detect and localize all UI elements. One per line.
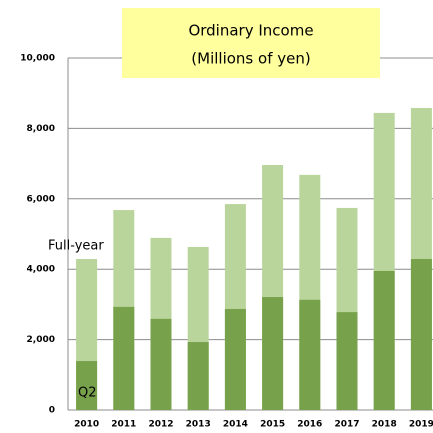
title-box	[122, 8, 380, 78]
x-tick-label: 2014	[223, 420, 248, 430]
bar	[336, 312, 358, 410]
bar	[262, 297, 284, 410]
bar	[187, 342, 209, 410]
x-tick-label: 2010	[74, 420, 99, 430]
y-tick-label: 6,000	[27, 194, 55, 204]
x-tick-label: 2017	[334, 420, 359, 430]
bar	[113, 306, 135, 410]
y-tick-label: 2,000	[27, 335, 55, 345]
bars	[76, 107, 432, 411]
x-tick-label: 2016	[297, 420, 322, 430]
bar	[224, 308, 246, 410]
series-label: Full-year	[48, 239, 104, 254]
bar	[76, 361, 98, 410]
grid: 0 2,000 4,000 6,000 8,000 10,000 2010 2011 2012 2…	[20, 54, 433, 430]
bar	[373, 270, 395, 410]
x-tick-label: 2015	[260, 420, 285, 430]
x-tick-label: 2011	[111, 420, 136, 430]
x-tick-label: 2012	[148, 420, 173, 430]
bar	[150, 318, 172, 410]
bar	[299, 299, 321, 410]
chart-title: Ordinary Income	[188, 22, 313, 40]
series-label: Q2	[78, 386, 97, 401]
chart-subtitle: (Millions of yen)	[191, 50, 310, 68]
x-tick-label: 2013	[186, 420, 211, 430]
y-tick-label: 0	[49, 406, 55, 416]
bar	[410, 258, 432, 410]
y-tick-label: 10,000	[20, 54, 55, 64]
y-tick-label: 4,000	[27, 265, 55, 275]
y-tick-label: 8,000	[27, 124, 55, 134]
x-tick-label: 2018	[372, 420, 397, 430]
x-tick-label: 2019	[409, 420, 433, 430]
